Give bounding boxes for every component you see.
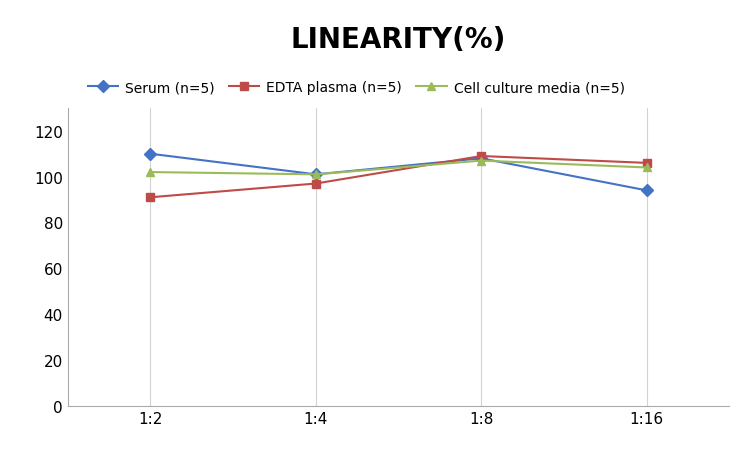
EDTA plasma (n=5) [311, 181, 320, 187]
Serum (n=5) [311, 172, 320, 178]
Cell culture media (n=5) [477, 159, 486, 164]
EDTA plasma (n=5) [146, 195, 155, 201]
Line: Cell culture media (n=5): Cell culture media (n=5) [146, 157, 651, 179]
Legend: Serum (n=5), EDTA plasma (n=5), Cell culture media (n=5): Serum (n=5), EDTA plasma (n=5), Cell cul… [88, 81, 624, 95]
Serum (n=5) [146, 152, 155, 157]
Serum (n=5) [642, 188, 651, 193]
Line: EDTA plasma (n=5): EDTA plasma (n=5) [146, 152, 651, 202]
Cell culture media (n=5) [311, 172, 320, 178]
Serum (n=5) [477, 156, 486, 161]
Cell culture media (n=5) [146, 170, 155, 175]
EDTA plasma (n=5) [477, 154, 486, 159]
Cell culture media (n=5) [642, 166, 651, 171]
EDTA plasma (n=5) [642, 161, 651, 166]
Line: Serum (n=5): Serum (n=5) [146, 150, 651, 195]
Text: LINEARITY(%): LINEARITY(%) [291, 26, 506, 54]
